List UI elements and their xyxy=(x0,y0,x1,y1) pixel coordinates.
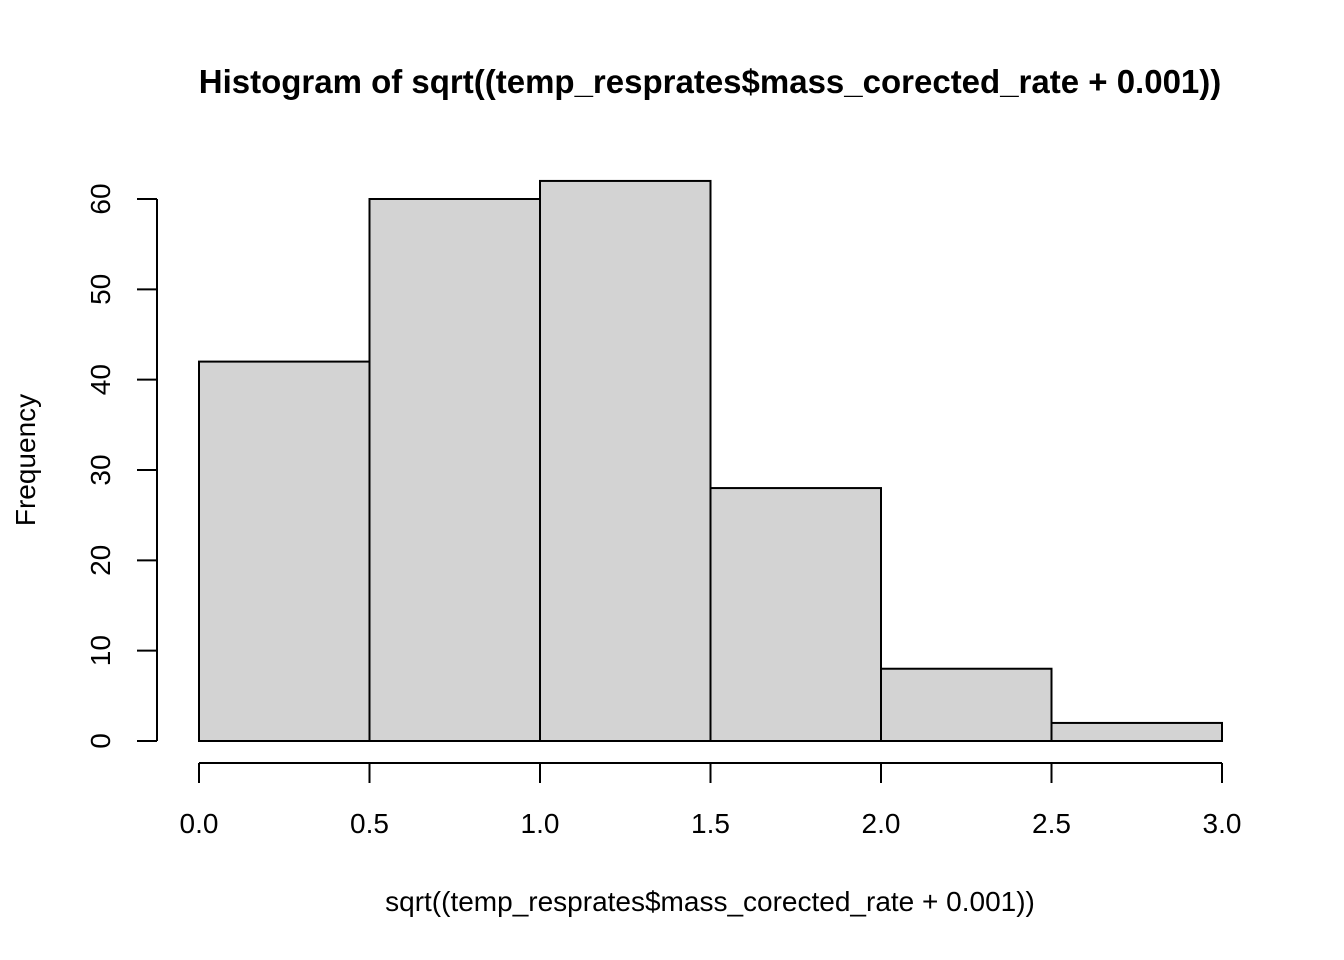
histogram-bar-2 xyxy=(539,179,712,742)
x-axis: 0.0 0.5 1.0 1.5 2.0 2.5 3.0 xyxy=(180,762,1242,839)
x-axis-label: sqrt((temp_resprates$mass_corected_rate … xyxy=(385,886,1035,917)
y-tick-label-1: 10 xyxy=(85,635,116,666)
y-tick-label-6: 60 xyxy=(85,183,116,214)
y-tick-label-3: 30 xyxy=(85,454,116,485)
bars-group xyxy=(198,179,1223,743)
histogram-bar-0 xyxy=(198,360,371,742)
x-tick-label-0: 0.0 xyxy=(180,808,219,839)
histogram-bar-3 xyxy=(709,487,882,743)
y-axis-label: Frequency xyxy=(10,394,41,526)
y-tick-label-2: 20 xyxy=(85,545,116,576)
x-tick-label-6: 3.0 xyxy=(1203,808,1242,839)
x-tick-label-5: 2.5 xyxy=(1032,808,1071,839)
y-tick-label-0: 0 xyxy=(85,733,116,749)
y-axis: 0 10 20 30 40 50 60 xyxy=(85,183,158,749)
histogram-bar-5 xyxy=(1050,721,1223,743)
y-tick-label-5: 50 xyxy=(85,274,116,305)
x-tick-label-3: 1.5 xyxy=(691,808,730,839)
x-tick-label-4: 2.0 xyxy=(862,808,901,839)
histogram-bar-1 xyxy=(368,198,541,742)
histogram-bar-4 xyxy=(880,667,1053,743)
chart-title: Histogram of sqrt((temp_resprates$mass_c… xyxy=(199,63,1222,100)
y-tick-label-4: 40 xyxy=(85,364,116,395)
x-tick-label-1: 0.5 xyxy=(350,808,389,839)
x-tick-label-2: 1.0 xyxy=(521,808,560,839)
